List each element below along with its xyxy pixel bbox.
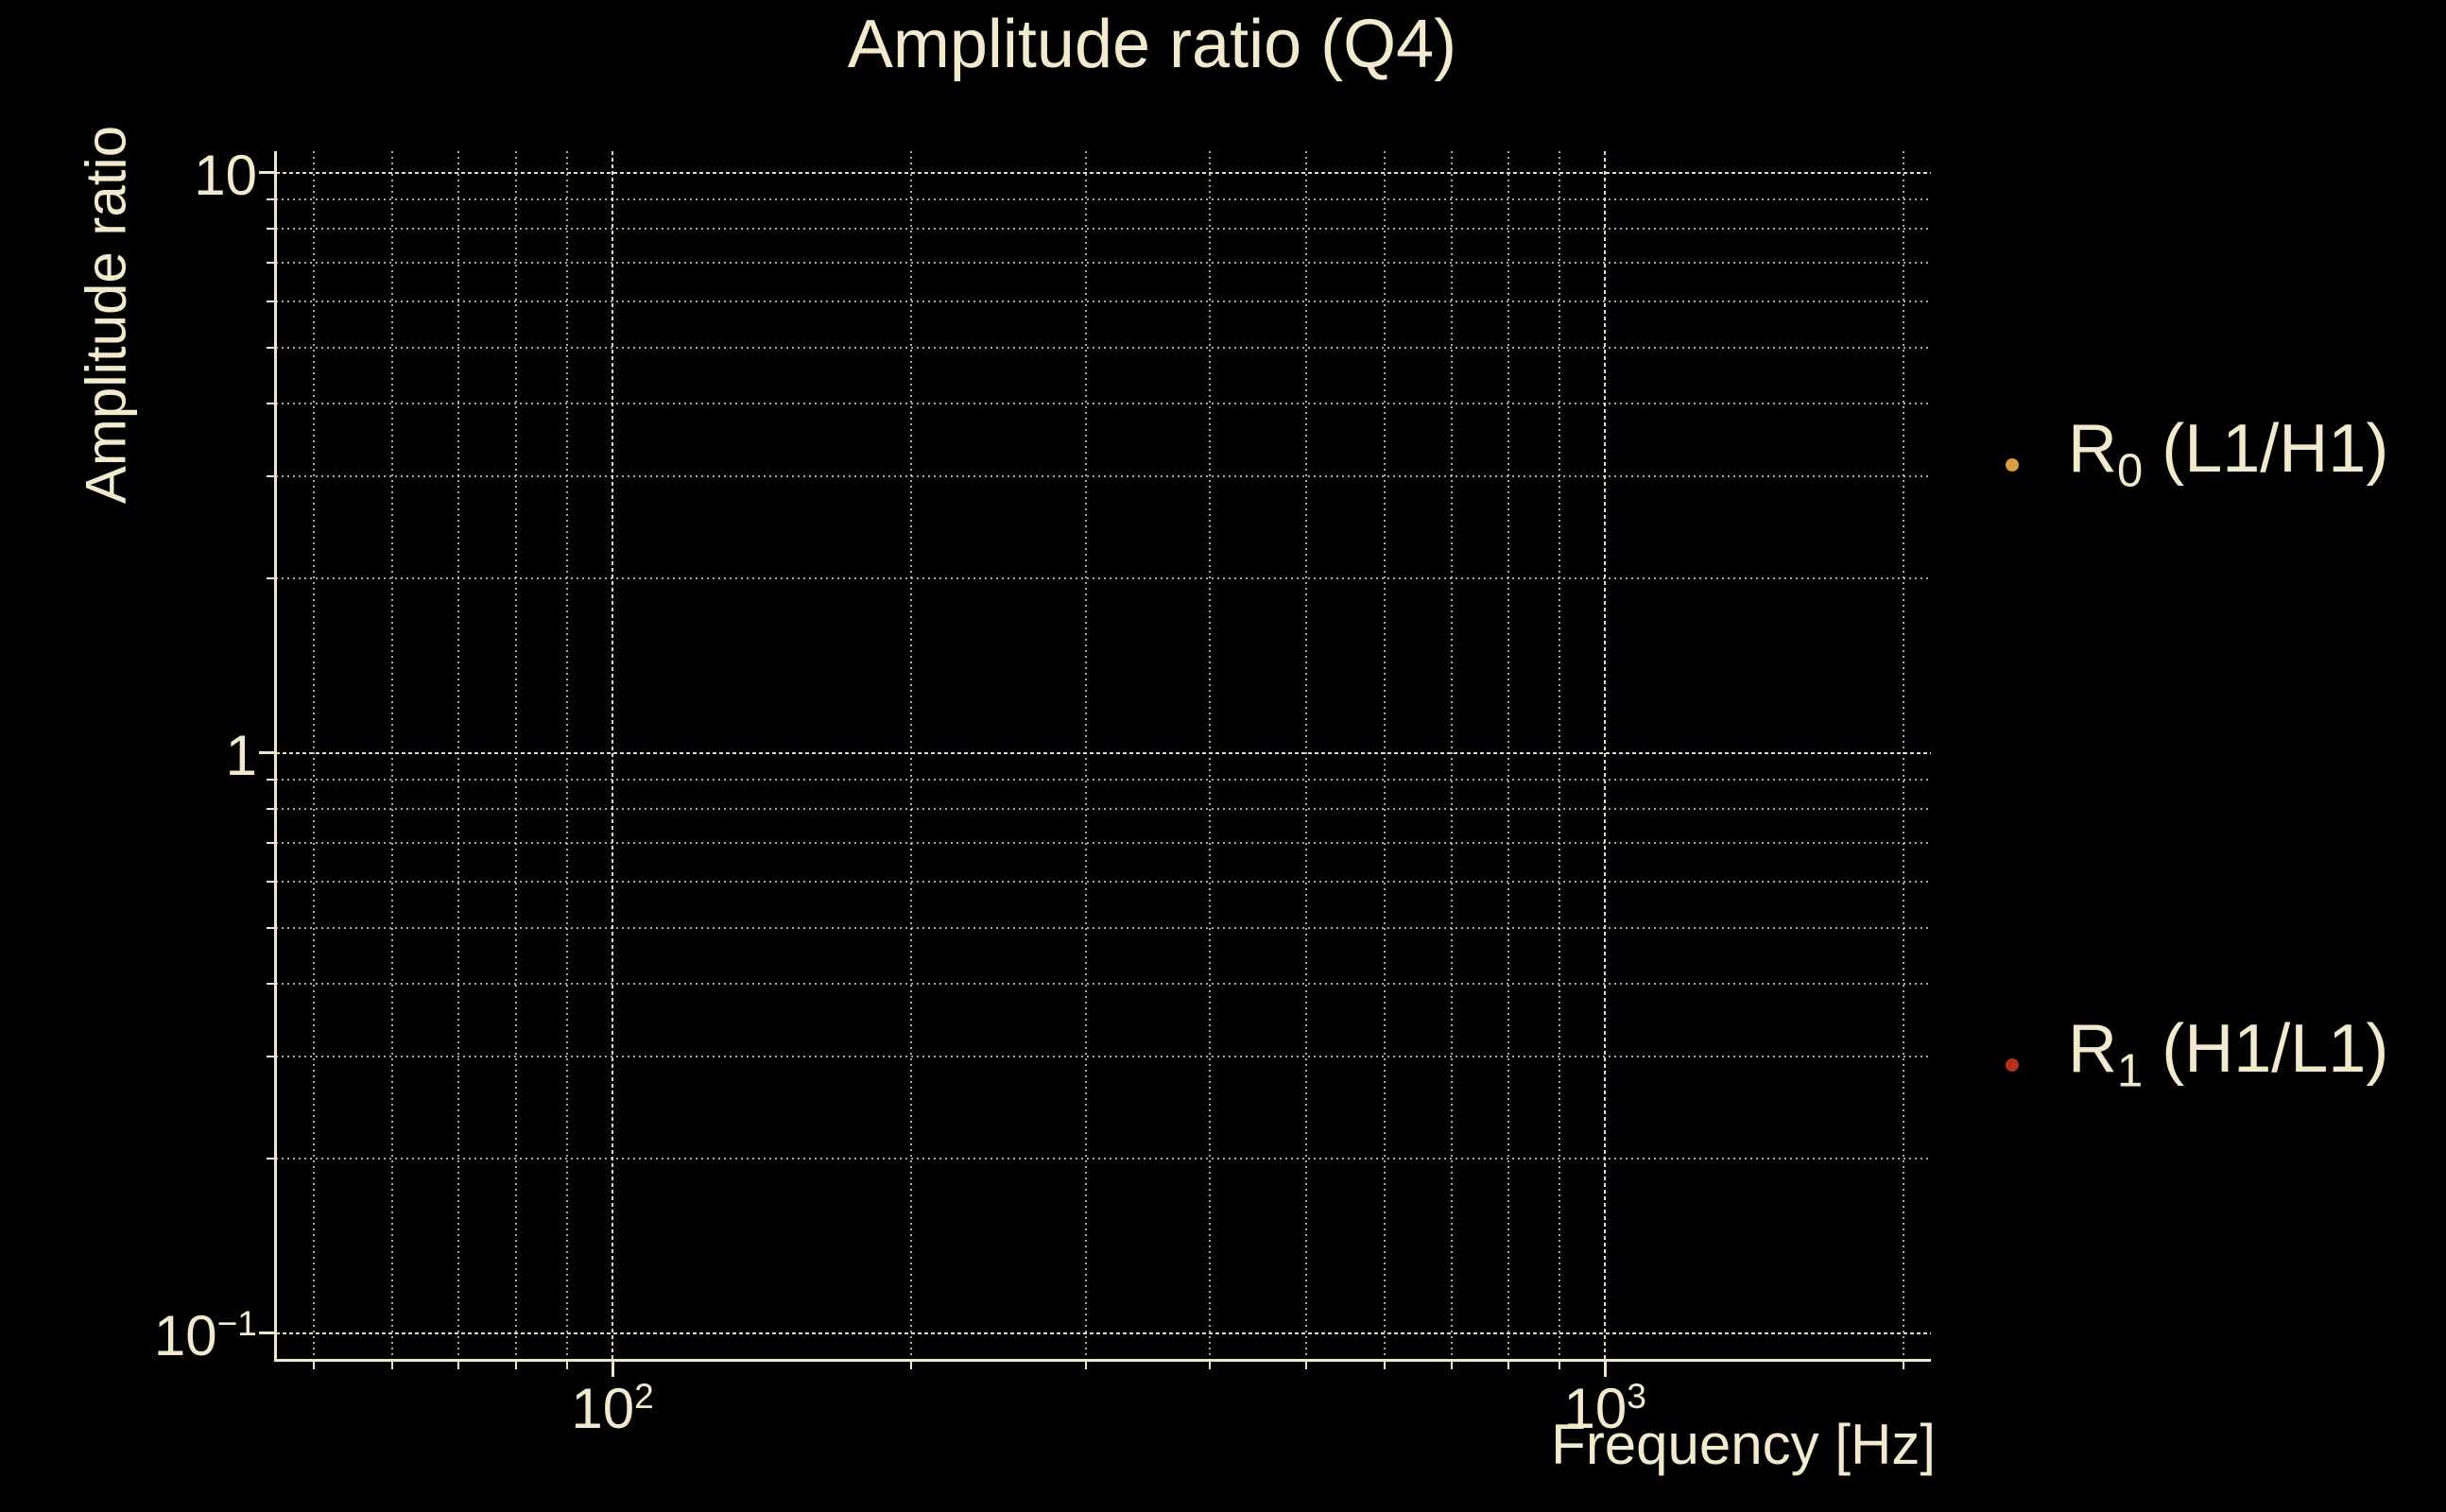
x-tick-label: 103 <box>1563 1376 1646 1440</box>
y-minor-tick <box>267 1055 276 1057</box>
x-minor-tick <box>1305 1360 1308 1369</box>
legend-marker-dot <box>2006 1057 2019 1072</box>
x-minor-tick <box>566 1360 569 1369</box>
x-minor-tick <box>1085 1360 1088 1369</box>
x-axis-spine <box>274 1359 1931 1362</box>
x-minor-gridline <box>1903 151 1905 1360</box>
legend-label: R1 (H1/L1) <box>2068 1011 2389 1097</box>
x-minor-gridline <box>1085 151 1088 1360</box>
x-minor-gridline <box>1384 151 1387 1360</box>
x-tick-label: 102 <box>571 1376 654 1440</box>
y-minor-tick <box>267 577 276 580</box>
x-minor-tick <box>1507 1360 1510 1369</box>
y-minor-gridline <box>276 881 1931 884</box>
x-axis-label: Frequency [Hz] <box>1551 1413 1936 1476</box>
y-major-tick <box>259 171 276 175</box>
x-minor-gridline <box>391 151 394 1360</box>
x-minor-gridline <box>1450 151 1453 1360</box>
x-major-gridline <box>612 151 614 1360</box>
y-minor-gridline <box>276 808 1931 811</box>
legend-item: R0 (L1/H1) <box>2006 408 2388 511</box>
x-major-tick <box>611 1360 614 1377</box>
y-major-gridline <box>276 751 1931 754</box>
x-minor-gridline <box>1507 151 1510 1360</box>
y-minor-gridline <box>276 926 1931 929</box>
y-minor-gridline <box>276 779 1931 782</box>
y-minor-tick <box>267 475 276 477</box>
y-minor-gridline <box>276 403 1931 405</box>
x-minor-tick <box>910 1360 913 1369</box>
y-minor-tick <box>267 198 276 201</box>
x-major-tick <box>1603 1360 1607 1377</box>
y-minor-gridline <box>276 475 1931 477</box>
x-minor-tick <box>515 1360 518 1369</box>
x-minor-tick <box>1450 1360 1453 1369</box>
x-major-gridline <box>1604 151 1607 1360</box>
x-minor-gridline <box>515 151 518 1360</box>
y-minor-gridline <box>276 301 1931 303</box>
y-minor-gridline <box>276 577 1931 580</box>
y-minor-tick <box>267 262 276 265</box>
y-minor-tick <box>267 1158 276 1160</box>
legend-item: R1 (H1/L1) <box>2006 1008 2388 1111</box>
y-minor-gridline <box>276 228 1931 231</box>
y-minor-tick <box>267 301 276 303</box>
chart-title: Amplitude ratio (Q4) <box>847 7 1457 82</box>
y-axis-spine <box>274 151 277 1362</box>
x-minor-gridline <box>1559 151 1561 1360</box>
y-major-gridline <box>276 1332 1931 1334</box>
x-minor-gridline <box>313 151 315 1360</box>
y-axis-label: Amplitude ratio <box>74 125 138 505</box>
y-major-gridline <box>276 171 1931 174</box>
y-minor-tick <box>267 779 276 782</box>
y-tick-label: 1 <box>225 723 257 787</box>
y-tick-label: 10 <box>194 143 257 207</box>
y-minor-gridline <box>276 1158 1931 1160</box>
y-minor-tick <box>267 983 276 986</box>
legend-marker-dot <box>2006 457 2019 472</box>
y-minor-gridline <box>276 346 1931 349</box>
y-minor-tick <box>267 808 276 811</box>
y-minor-gridline <box>276 1055 1931 1057</box>
x-minor-gridline <box>566 151 569 1360</box>
y-minor-gridline <box>276 262 1931 265</box>
x-minor-gridline <box>1305 151 1308 1360</box>
y-major-tick <box>259 751 276 755</box>
y-minor-tick <box>267 842 276 845</box>
y-minor-tick <box>267 926 276 929</box>
y-minor-gridline <box>276 983 1931 986</box>
y-minor-tick <box>267 403 276 405</box>
y-minor-tick <box>267 346 276 349</box>
x-minor-tick <box>391 1360 394 1369</box>
y-minor-tick <box>267 228 276 231</box>
x-minor-tick <box>313 1360 315 1369</box>
x-minor-tick <box>1903 1360 1905 1369</box>
x-minor-tick <box>1209 1360 1212 1369</box>
legend-label: R0 (L1/H1) <box>2068 411 2389 497</box>
x-minor-tick <box>457 1360 460 1369</box>
x-minor-tick <box>1559 1360 1561 1369</box>
x-minor-tick <box>1384 1360 1387 1369</box>
x-minor-gridline <box>910 151 913 1360</box>
y-major-tick <box>259 1332 276 1335</box>
x-minor-gridline <box>457 151 460 1360</box>
y-minor-tick <box>267 881 276 884</box>
y-minor-gridline <box>276 842 1931 845</box>
y-tick-label: 10−1 <box>153 1302 257 1367</box>
y-minor-gridline <box>276 198 1931 201</box>
x-minor-gridline <box>1209 151 1212 1360</box>
